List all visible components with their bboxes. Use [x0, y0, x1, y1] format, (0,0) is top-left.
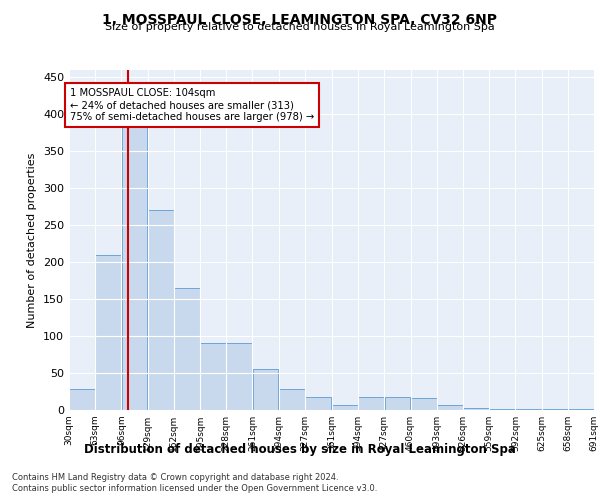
Text: Contains public sector information licensed under the Open Government Licence v3: Contains public sector information licen… [12, 484, 377, 493]
Bar [358, 396, 384, 410]
Y-axis label: Number of detached properties: Number of detached properties [28, 152, 37, 328]
Text: Contains HM Land Registry data © Crown copyright and database right 2024.: Contains HM Land Registry data © Crown c… [12, 472, 338, 482]
Bar [95, 255, 121, 410]
Bar [305, 396, 331, 410]
Text: Distribution of detached houses by size in Royal Leamington Spa: Distribution of detached houses by size … [84, 442, 516, 456]
Text: 1 MOSSPAUL CLOSE: 104sqm
← 24% of detached houses are smaller (313)
75% of semi-: 1 MOSSPAUL CLOSE: 104sqm ← 24% of detach… [70, 88, 314, 122]
Bar [411, 398, 437, 410]
Bar [174, 288, 200, 410]
Bar [226, 344, 252, 410]
Bar [69, 390, 95, 410]
Bar [332, 405, 358, 410]
Bar [463, 408, 489, 410]
Text: Size of property relative to detached houses in Royal Leamington Spa: Size of property relative to detached ho… [105, 22, 495, 32]
Bar [122, 92, 148, 410]
Bar [437, 405, 463, 410]
Text: 1, MOSSPAUL CLOSE, LEAMINGTON SPA, CV32 6NP: 1, MOSSPAUL CLOSE, LEAMINGTON SPA, CV32 … [103, 12, 497, 26]
Bar [279, 390, 305, 410]
Bar [253, 370, 278, 410]
Bar [385, 396, 410, 410]
Bar [200, 344, 226, 410]
Bar [148, 210, 173, 410]
